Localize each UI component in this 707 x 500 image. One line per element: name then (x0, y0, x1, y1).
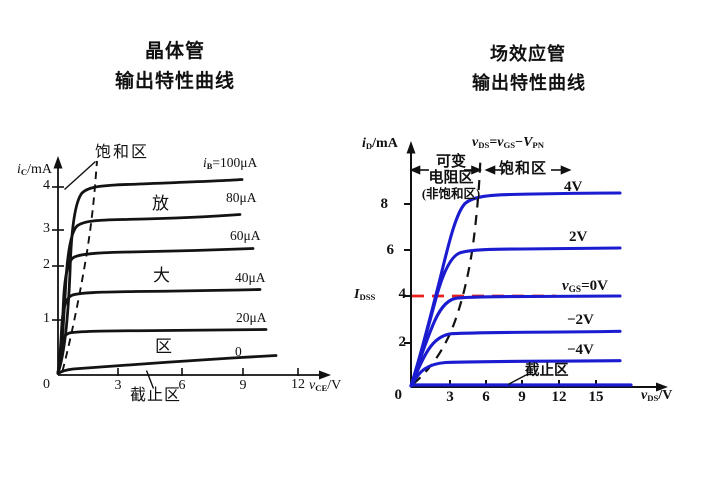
bjt-ytick-2: 2 (43, 257, 50, 272)
fet-curve-label-minus-4v: −4V (567, 342, 594, 358)
fet-title-line2: 输出特性曲线 (472, 73, 586, 93)
bjt-curve-label-ib-100ua: iB=100μA (203, 155, 258, 171)
fet-region-cutoff: 截止区 (525, 363, 569, 379)
fet-curve-label-4v: 4V (564, 179, 583, 195)
bjt-curve-ib-100ua (56, 178, 244, 375)
bjt-curve-label-0: 0 (235, 344, 242, 359)
bjt-curve-label-40ua: 40μA (235, 270, 266, 285)
bjt-ytick-3: 3 (43, 221, 50, 236)
fet-cutoff-pointer-line (507, 373, 528, 386)
fet-xtick-9: 9 (518, 389, 526, 405)
bjt-curve-label-20ua: 20μA (236, 310, 267, 325)
bjt-xtick-3: 3 (114, 378, 122, 393)
bjt-curve-label-60ua: 60μA (230, 228, 261, 243)
bjt-ytick-1: 1 (43, 311, 50, 326)
bjt-x-axis-label: vCE/V (309, 378, 342, 393)
bjt-region-amplification-char-3: 区 (155, 337, 172, 356)
bjt-y-axis-label: iC/mA (17, 162, 53, 177)
bjt-ytick-4: 4 (43, 178, 50, 193)
bjt-region-amplification-char-1: 放 (152, 194, 169, 213)
fet-region-variable-resistance-line3: (非饱和区) (421, 187, 481, 201)
bjt-region-amplification-char-2: 大 (153, 266, 170, 285)
fet-ytick-8: 8 (380, 196, 389, 212)
fet-region-variable-resistance-line1: 可变 (435, 154, 466, 170)
fet-boundary-formula: vDS=vGS−VPN (472, 135, 544, 150)
bjt-xtick-6: 6 (178, 378, 186, 393)
bjt-region-cutoff: 截止区 (130, 387, 182, 404)
bjt-xtick-12: 12 (291, 377, 305, 392)
fet-x-axis-label: vDS/V (641, 388, 673, 403)
bjt-y-axis-arrowhead (53, 156, 63, 169)
fet-xtick-15: 15 (588, 389, 604, 405)
fet-curve-vgs-minus-2v (409, 329, 622, 388)
fet-curve-vgs-2v (409, 246, 622, 388)
fet-curve-label-minus-2v: −2V (567, 312, 594, 328)
fet-curve-vgs-0v (409, 294, 622, 388)
fet-ytick-6: 6 (386, 242, 395, 258)
fet-boundary-dashed-line (412, 157, 482, 385)
bjt-curve-ib-0 (56, 354, 278, 375)
bjt-curve-ib-20ua (56, 328, 268, 375)
bjt-curve-label-80ua: 80μA (226, 190, 257, 205)
bjt-region-saturation: 饱和区 (95, 144, 150, 161)
fet-origin-label: 0 (394, 387, 403, 403)
fet-ytick-4: 4 (398, 286, 407, 302)
fet-xtick-3: 3 (446, 389, 454, 405)
fet-region-saturation: 饱和区 (499, 161, 548, 177)
bjt-saturation-pointer-line (64, 160, 96, 191)
fet-xtick-6: 6 (482, 389, 490, 405)
bjt-saturation-boundary-dashed-line (61, 160, 98, 372)
bjt-origin-label: 0 (43, 377, 50, 392)
bjt-axis-ticks (52, 186, 299, 376)
fet-y-axis-arrowhead (406, 141, 416, 154)
fet-curve-label-2v: 2V (569, 229, 588, 245)
fet-y-axis-label: iD/mA (362, 136, 398, 151)
fet-region-span-arrows (409, 165, 572, 175)
bjt-title-line2: 输出特性曲线 (114, 71, 235, 92)
fet-ytick-2: 2 (398, 334, 407, 350)
bjt-xtick-9: 9 (239, 378, 247, 393)
bjt-x-axis-arrowhead (319, 370, 331, 380)
fet-curve-label-vgs-0v: vGS=0V (562, 278, 608, 296)
fet-title-line1: 场效应管 (490, 44, 566, 64)
fet-x-axis-arrowhead (656, 382, 668, 392)
bjt-cutoff-pointer-line (145, 370, 155, 389)
fet-curve-vgs-minus-4v (409, 359, 622, 388)
fet-xtick-12: 12 (551, 389, 567, 405)
bjt-curve-ib-40ua (56, 288, 262, 375)
bjt-title-line1: 晶体管 (144, 41, 205, 62)
fet-region-variable-resistance-line2: 电阻区 (428, 170, 474, 186)
fet-idss-label: IDSS (354, 287, 376, 302)
